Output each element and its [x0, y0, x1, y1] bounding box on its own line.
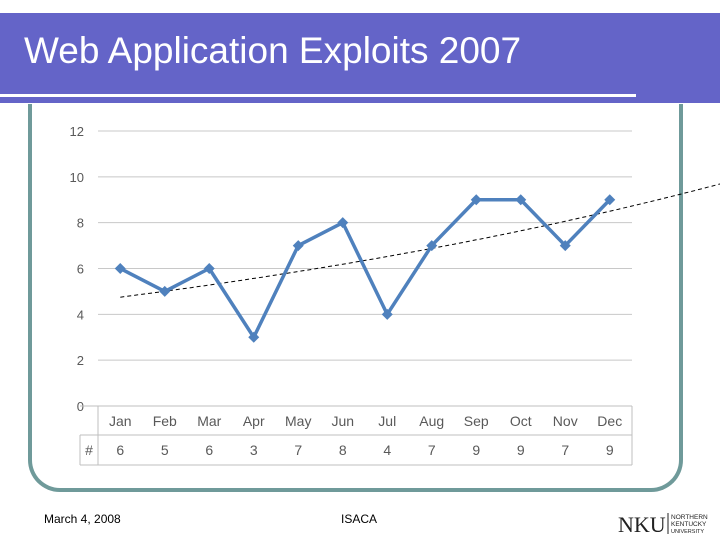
logo-subtext-line-3: UNIVERSITY	[671, 529, 704, 535]
data-point	[559, 240, 571, 252]
data-point	[248, 331, 260, 343]
y-tick-label: 8	[77, 216, 84, 231]
data-point	[470, 194, 482, 206]
y-tick-label: 10	[70, 170, 84, 185]
footer-date: March 4, 2008	[44, 512, 121, 526]
data-point	[337, 217, 349, 229]
table-value: 9	[517, 442, 525, 458]
data-point	[381, 308, 393, 320]
x-tick-label: Apr	[243, 413, 265, 429]
data-point	[159, 285, 171, 297]
series-line	[119, 198, 612, 339]
data-point	[203, 263, 215, 274]
title-bar	[0, 13, 720, 103]
trendline	[120, 183, 720, 298]
title-divider	[0, 94, 636, 97]
logo-mark: NKU	[618, 512, 666, 536]
x-tick-label: May	[285, 413, 311, 429]
x-tick-label: Jun	[331, 413, 354, 429]
x-tick-label: Jan	[109, 413, 132, 429]
x-tick-label: Sep	[464, 413, 489, 429]
chart-grid	[98, 130, 632, 407]
content-frame	[28, 104, 683, 492]
series-group	[114, 194, 616, 343]
table-value: 7	[561, 442, 569, 458]
table-value: 3	[250, 442, 258, 458]
data-point	[292, 240, 304, 252]
table-value: 8	[339, 442, 347, 458]
logo-subtext-line-2: KENTUCKY	[671, 521, 707, 528]
data-point	[114, 263, 126, 274]
x-tick-label: Nov	[553, 413, 578, 429]
data-point	[515, 194, 527, 206]
data-point	[604, 194, 616, 206]
table-value: 4	[383, 442, 391, 458]
x-tick-label: Dec	[597, 413, 622, 429]
table-value: 6	[116, 442, 124, 458]
table-value: 9	[472, 442, 480, 458]
x-tick-label: Mar	[197, 413, 221, 429]
x-tick-label: Jul	[378, 413, 396, 429]
table-value: 6	[205, 442, 213, 458]
data-point	[426, 240, 438, 252]
y-tick-label: 2	[77, 353, 84, 368]
nku-logo: NKU NORTHERN KENTUCKY UNIVERSITY	[618, 512, 708, 536]
x-tick-label: Feb	[153, 413, 177, 429]
table-value: 9	[606, 442, 614, 458]
y-tick-label: 4	[77, 307, 84, 322]
logo-subtext-line-1: NORTHERN	[671, 514, 708, 521]
table-value: 7	[428, 442, 436, 458]
table-value: 5	[161, 442, 169, 458]
table-row-label: #	[85, 442, 93, 458]
trendline-group	[120, 183, 720, 298]
y-axis-ticks: 024681012	[70, 124, 84, 414]
table-value: 7	[294, 442, 302, 458]
y-tick-label: 12	[70, 124, 84, 139]
y-tick-label: 6	[77, 262, 84, 277]
slide-title: Web Application Exploits 2007	[24, 30, 522, 71]
x-tick-label: Aug	[419, 413, 444, 429]
data-table: # Jan 6 Feb 5 Mar 6 Apr 3 May 7 Jun 8 Jul 4 Aug 7 Sep 9 Oct…	[79, 405, 633, 466]
footer-org: ISACA	[341, 512, 378, 526]
x-tick-label: Oct	[510, 413, 532, 429]
